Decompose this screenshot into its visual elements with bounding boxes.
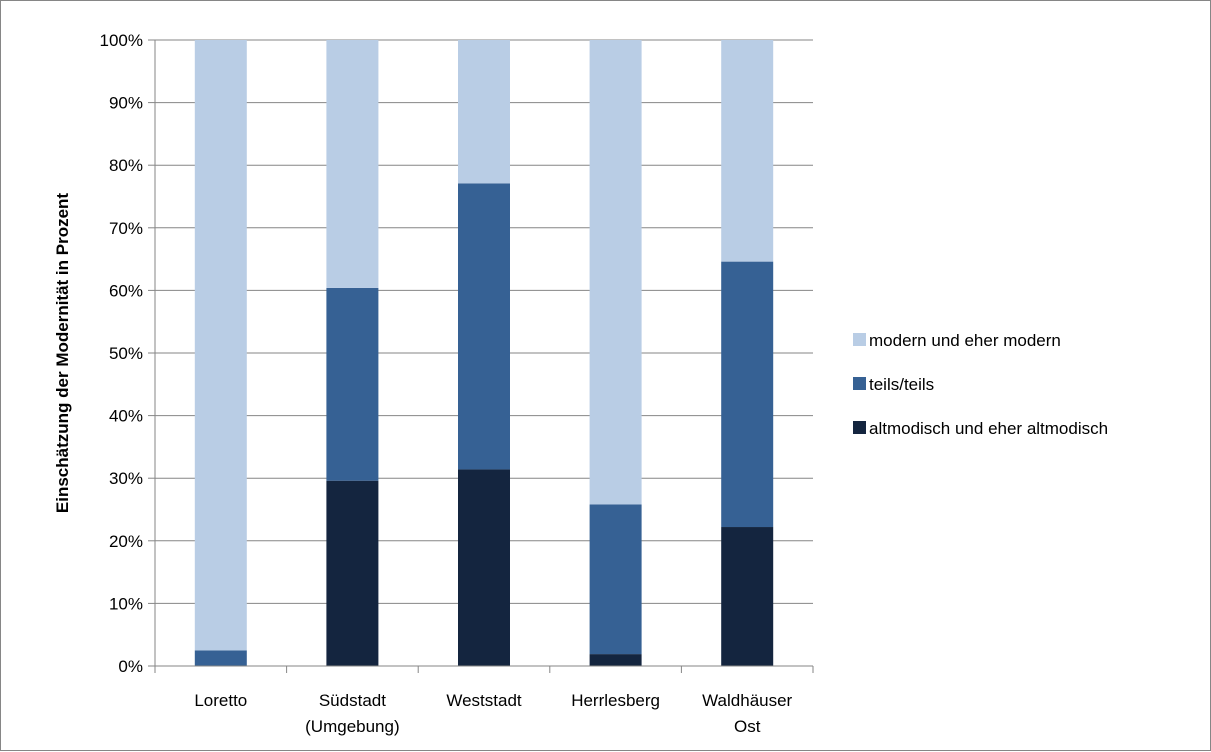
legend: modern und eher modern teils/teils altmodi… — [853, 331, 1108, 438]
bar-segment — [326, 287, 379, 481]
bar-segment — [194, 650, 247, 666]
y-tick-labels: 0% 10% 20% 30% 40% 50% 60% 70% 80% 90% 100% — [100, 31, 143, 676]
y-tick-label: 50% — [109, 344, 143, 363]
axes — [148, 39, 814, 673]
legend-label: modern und eher modern — [869, 331, 1061, 350]
y-tick-label: 30% — [109, 469, 143, 488]
bar-segment — [458, 469, 510, 666]
bar-segment — [721, 261, 774, 528]
bar-segment — [589, 654, 642, 666]
y-tick-label: 100% — [100, 31, 143, 50]
y-tick-label: 0% — [118, 657, 143, 676]
y-tick-label: 20% — [109, 532, 143, 551]
x-tick-label: Waldhäuser — [702, 691, 792, 710]
bar-segment — [721, 527, 774, 666]
y-tick-label: 90% — [109, 94, 143, 113]
x-tick-label: Weststadt — [446, 691, 522, 710]
x-tick-label: Loretto — [194, 691, 247, 710]
x-tick-label: (Umgebung) — [305, 717, 400, 736]
legend-label: teils/teils — [869, 375, 934, 394]
bars — [194, 40, 774, 666]
x-tick-label: Südstadt — [319, 691, 386, 710]
bar-segment — [721, 40, 774, 262]
x-tick-label: Ost — [734, 717, 761, 736]
legend-swatch — [853, 421, 866, 434]
x-tick-label: Herrlesberg — [571, 691, 660, 710]
y-tick-label: 80% — [109, 156, 143, 175]
bar-segment — [326, 480, 379, 666]
bar-segment — [589, 504, 642, 655]
bar-segment — [458, 40, 510, 184]
bar-segment — [589, 40, 642, 505]
y-tick-label: 10% — [109, 594, 143, 613]
y-axis-title: Einschätzung der Modernität in Prozent — [53, 193, 72, 514]
legend-label: altmodisch und eher altmodisch — [869, 419, 1108, 438]
y-tick-label: 70% — [109, 219, 143, 238]
y-tick-label: 40% — [109, 407, 143, 426]
y-tick-label: 60% — [109, 281, 143, 300]
bar-segment — [458, 183, 510, 470]
bar-segment — [194, 40, 247, 651]
bar-segment — [326, 40, 379, 288]
x-tick-labels: Loretto Südstadt (Umgebung) Weststadt Herrle… — [194, 691, 792, 736]
legend-swatch — [853, 377, 866, 390]
legend-swatch — [853, 333, 866, 346]
